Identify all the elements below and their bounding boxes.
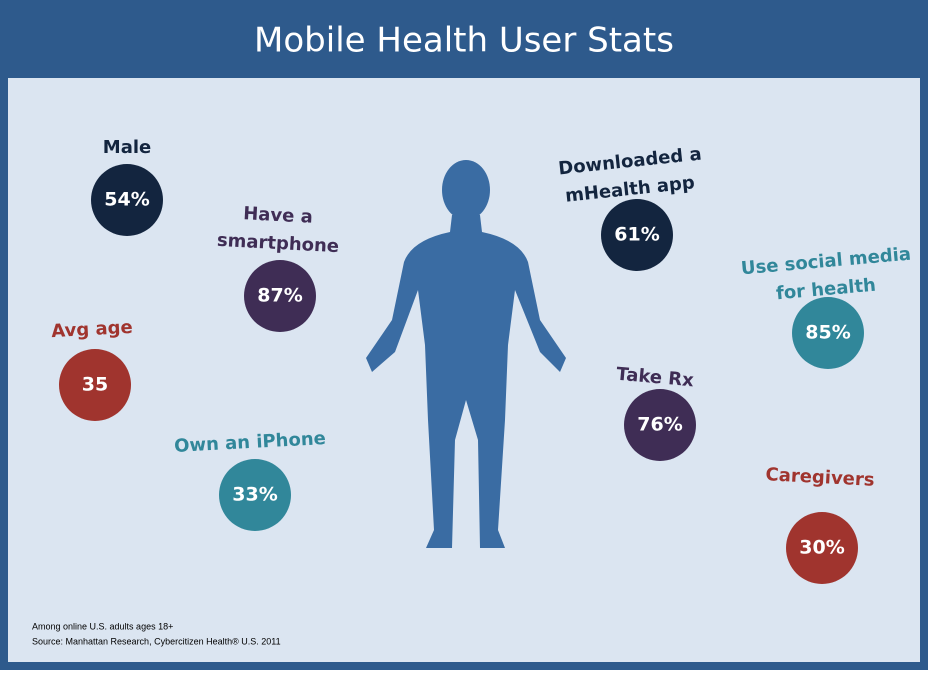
stat-label: Male [103,137,151,158]
infographic: Mobile Health User Stats Among online U.… [0,0,928,670]
stat-value: 85% [805,322,850,344]
stat-value: 33% [232,484,277,506]
page: {"header": {"title": "Mobile Health User… [0,0,928,670]
stat-value: 87% [257,285,302,307]
footnote: Source: Manhattan Research, Cybercitizen… [32,636,281,646]
title: Mobile Health User Stats [254,21,674,61]
stat-value: 30% [799,537,844,559]
stat-label: Have a [243,203,314,228]
stat-value: 61% [614,224,659,246]
footnote: Among online U.S. adults ages 18+ [32,621,173,631]
stat-value: 76% [637,414,682,436]
stat-label: Avg age [51,317,133,342]
stat-value: 35 [82,374,108,396]
stat-value: 54% [104,189,149,211]
